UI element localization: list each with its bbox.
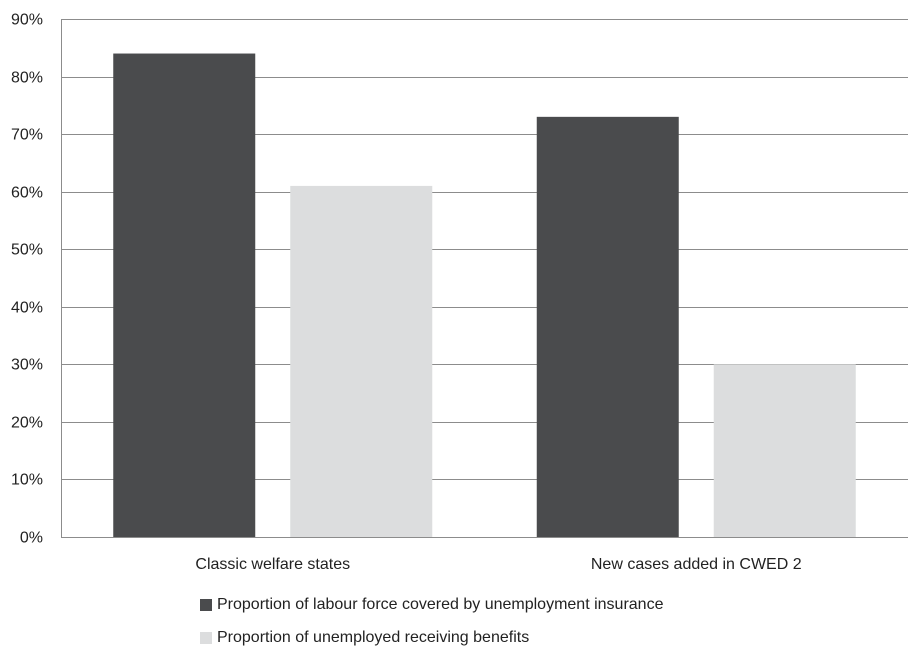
bars <box>113 53 856 538</box>
y-tick-label: 50% <box>11 242 43 259</box>
bar-receiving-new-cases <box>713 364 856 537</box>
legend-label-receiving: Proportion of unemployed receiving benef… <box>217 629 530 646</box>
y-tick-label: 70% <box>11 127 43 144</box>
y-tick-label: 60% <box>11 185 43 202</box>
legend-swatch-receiving <box>200 632 212 644</box>
bar-covered-new-cases <box>536 116 679 537</box>
legend: Proportion of labour force covered by un… <box>200 594 900 660</box>
y-tick-label: 20% <box>11 415 43 432</box>
y-tick-label: 30% <box>11 357 43 374</box>
legend-swatch-covered <box>200 599 212 611</box>
legend-item-receiving: Proportion of unemployed receiving benef… <box>200 627 900 649</box>
y-tick-label: 10% <box>11 472 43 489</box>
bar-receiving-classic <box>290 185 433 537</box>
x-category-label: New cases added in CWED 2 <box>591 556 802 573</box>
legend-label-covered: Proportion of labour force covered by un… <box>217 596 664 613</box>
y-axis-tick-labels: 0% 10% 20% 30% 40% 50% 60% 70% 80% 90% <box>11 12 43 547</box>
y-tick-label: 90% <box>11 12 43 29</box>
x-axis-category-labels: Classic welfare states New cases added in… <box>195 556 801 573</box>
y-tick-label: 0% <box>20 530 43 547</box>
bar-covered-classic <box>113 53 256 538</box>
legend-item-covered: Proportion of labour force covered by un… <box>200 594 900 616</box>
y-tick-label: 80% <box>11 70 43 87</box>
x-category-label: Classic welfare states <box>195 556 350 573</box>
y-tick-label: 40% <box>11 300 43 317</box>
